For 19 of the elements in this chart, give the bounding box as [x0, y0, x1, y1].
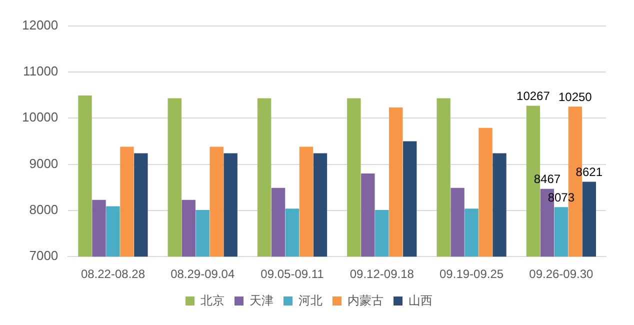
y-tick-label: 8000	[29, 202, 58, 218]
x-tick-label: 09.26-09.30	[529, 267, 594, 282]
y-tick-label: 11000	[22, 64, 58, 79]
x-tick-label: 09.19-09.25	[440, 267, 504, 282]
x-tick-label: 09.12-09.18	[350, 267, 414, 282]
data-label: 10250	[558, 90, 592, 104]
legend-label: 北京	[200, 293, 224, 308]
x-tick-label: 08.22-08.28	[80, 267, 146, 282]
legend-label: 山西	[408, 293, 432, 308]
x-tick-label: 09.05-09.11	[260, 267, 324, 282]
y-tick-label: 12000	[22, 17, 58, 32]
legend-label: 天津	[250, 293, 274, 308]
x-tick-label: 08.29-09.04	[170, 267, 235, 282]
y-tick-label: 7000	[29, 248, 58, 264]
y-tick-label: 9000	[29, 156, 58, 171]
y-tick-label: 10000	[22, 110, 58, 125]
data-label: 10267	[516, 89, 550, 104]
legend-label: 内蒙古	[348, 293, 384, 308]
legend-label: 河北	[298, 293, 322, 308]
